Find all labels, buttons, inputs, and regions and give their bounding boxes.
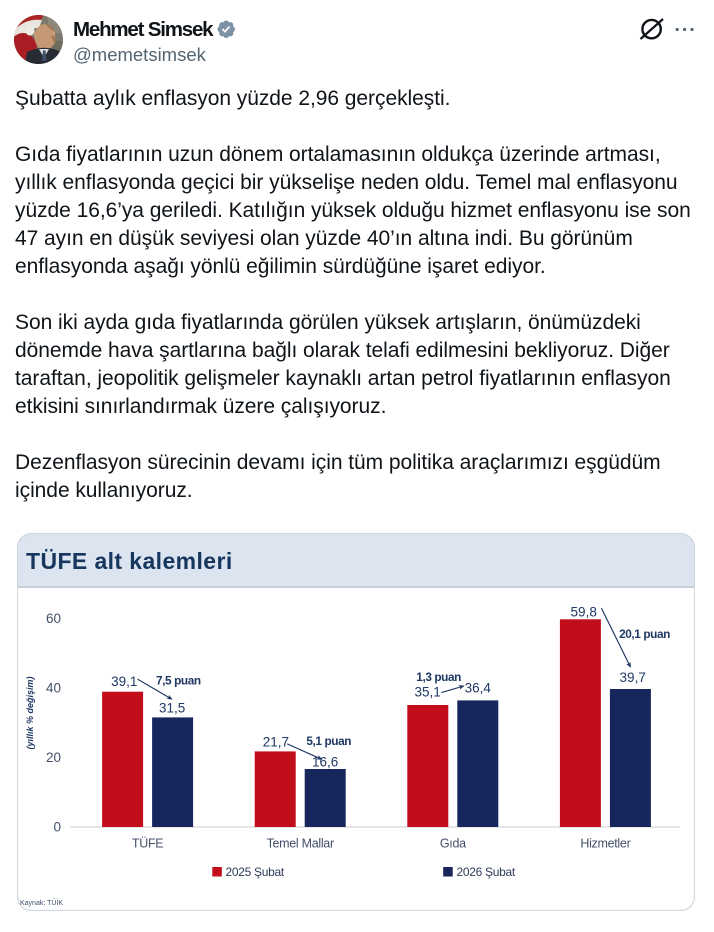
svg-text:39,1: 39,1 [111, 674, 137, 689]
svg-text:20,1 puan: 20,1 puan [619, 627, 670, 641]
svg-text:Hizmetler: Hizmetler [580, 836, 630, 850]
svg-text:5,1 puan: 5,1 puan [306, 734, 351, 748]
svg-text:36,4: 36,4 [465, 681, 492, 696]
svg-text:2025 Şubat: 2025 Şubat [226, 865, 285, 879]
svg-text:1,3 puan: 1,3 puan [416, 670, 461, 684]
svg-text:60: 60 [46, 611, 61, 626]
svg-text:Temel Mallar: Temel Mallar [267, 836, 334, 850]
svg-text:35,1: 35,1 [414, 685, 440, 700]
svg-text:7,5 puan: 7,5 puan [156, 674, 201, 688]
svg-text:20: 20 [46, 750, 61, 765]
svg-text:21,7: 21,7 [263, 735, 289, 750]
svg-text:(yıllık % değişim): (yıllık % değişim) [25, 676, 35, 749]
svg-text:0: 0 [53, 819, 61, 834]
svg-text:TÜFE alt kalemleri: TÜFE alt kalemleri [26, 548, 233, 574]
svg-text:39,7: 39,7 [620, 670, 646, 685]
svg-text:59,8: 59,8 [571, 604, 597, 619]
svg-text:40: 40 [46, 681, 61, 696]
svg-text:Kaynak: TÜİK: Kaynak: TÜİK [20, 898, 63, 907]
svg-text:2026 Şubat: 2026 Şubat [457, 865, 516, 879]
svg-text:TÜFE: TÜFE [132, 836, 163, 850]
svg-text:31,5: 31,5 [159, 701, 185, 716]
svg-text:Gıda: Gıda [440, 836, 466, 850]
